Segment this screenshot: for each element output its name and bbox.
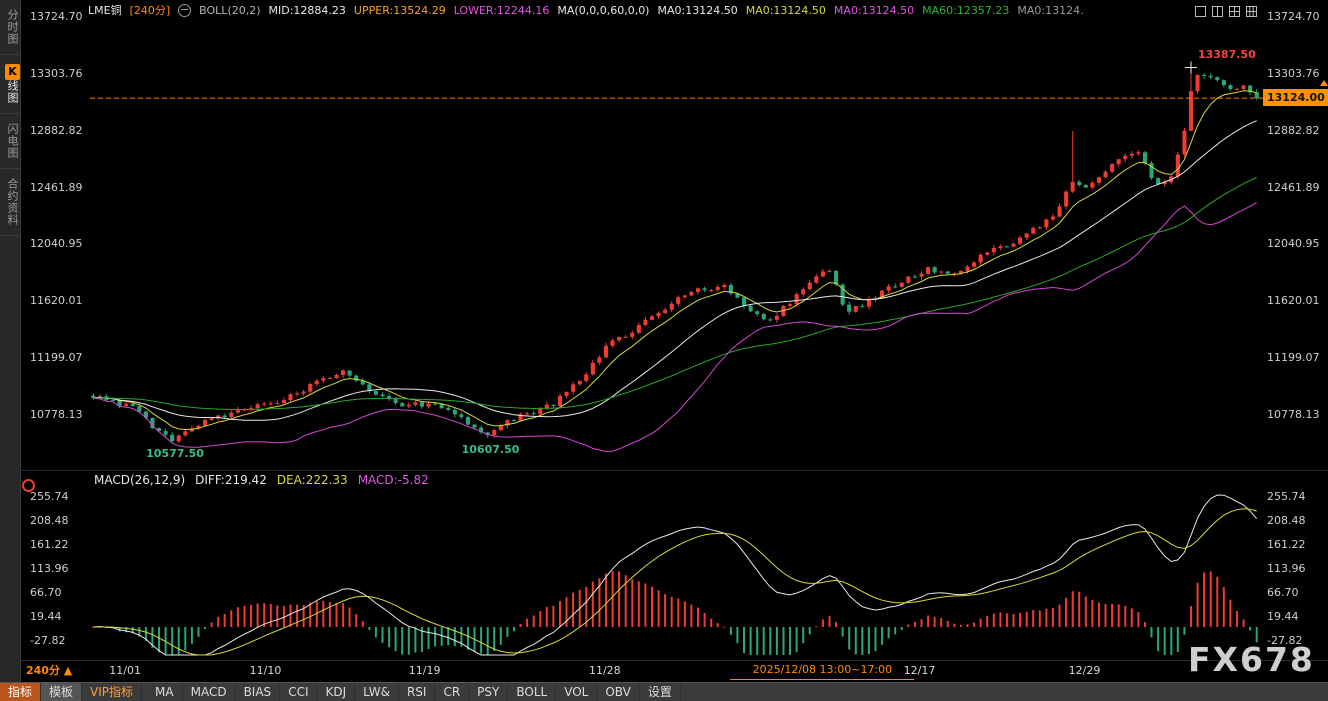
bottom-toolbar: 指标 模板 VIP指标 MA MACD BIAS CCI KDJ LW& RSI CR PSY BOLL… bbox=[0, 682, 1328, 701]
indicator-button-kdj[interactable]: KDJ bbox=[317, 683, 356, 701]
latest-arrow-icon[interactable] bbox=[1320, 80, 1328, 87]
overlay-ma60-green bbox=[93, 177, 1257, 410]
toolbar-tab-模板[interactable]: 模板 bbox=[41, 683, 83, 701]
toolbar-tab-VIP指标[interactable]: VIP指标 bbox=[82, 683, 143, 701]
macd-header: MACD(26,12,9) DIFF:219.42 DEA:222.33 MAC… bbox=[94, 473, 429, 487]
layout-split2-icon[interactable] bbox=[1211, 3, 1224, 17]
active-key-badge: K bbox=[5, 64, 20, 80]
boll-lower-value: LOWER:12244.16 bbox=[453, 3, 550, 17]
layout-single-icon[interactable] bbox=[1194, 3, 1207, 17]
boll-label: BOLL(20,2) bbox=[199, 3, 261, 17]
indicator-button-psy[interactable]: PSY bbox=[469, 683, 509, 701]
indicator-button-cci[interactable]: CCI bbox=[280, 683, 318, 701]
ma-value-5: MA0:13124. bbox=[1017, 3, 1084, 17]
indicator-target-icon[interactable] bbox=[22, 479, 35, 492]
ma-value-1: MA0:13124.50 bbox=[657, 3, 738, 17]
ma-value-4: MA60:12357.23 bbox=[922, 3, 1010, 17]
sidebar-item-4[interactable]: 合约资料 bbox=[0, 169, 20, 236]
toolbar-tab-指标[interactable]: 指标 bbox=[0, 683, 42, 701]
indicator-button-boll[interactable]: BOLL bbox=[508, 683, 557, 701]
period-selector[interactable]: 240分 ▲ bbox=[26, 664, 73, 677]
macd-dea-line bbox=[93, 508, 1257, 656]
ma-values: MA0:13124.50 MA0:13124.50 MA0:13124.50 MA60… bbox=[657, 4, 1083, 17]
watermark: FX678 bbox=[1188, 640, 1315, 679]
sidebar-item-3[interactable]: 闪电图 bbox=[0, 114, 20, 169]
settings-button[interactable]: 设置 bbox=[640, 683, 681, 701]
indicator-button-ma[interactable]: MA bbox=[147, 683, 183, 701]
compare-icon[interactable] bbox=[178, 3, 192, 17]
low-price-annotation-2: 10607.50 bbox=[461, 443, 520, 457]
boll-upper-value: UPPER:13524.29 bbox=[353, 3, 446, 17]
boll-mid-value: MID:12884.23 bbox=[268, 3, 346, 17]
chart-header: LME铜 [240分] BOLL(20,2) MID:12884.23 UPPE… bbox=[88, 0, 1084, 20]
selected-time-range: 2025/12/08 13:00~17:00 bbox=[730, 663, 915, 680]
indicator-button-macd[interactable]: MACD bbox=[183, 683, 236, 701]
layout-grid6-icon[interactable] bbox=[1245, 3, 1258, 17]
ma-group-label: MA(0,0,0,60,0,0) bbox=[557, 3, 650, 17]
chart-type-sidebar: 分时图 K线图 闪电图 合约资料 bbox=[0, 0, 21, 683]
macd-macd-value: MACD:-5.82 bbox=[357, 473, 429, 487]
overlay-ma-fast-yellow bbox=[93, 90, 1257, 431]
symbol-name: LME铜 bbox=[88, 4, 122, 17]
ma-value-2: MA0:13124.50 bbox=[745, 3, 826, 17]
macd-histogram bbox=[92, 571, 1258, 655]
candles bbox=[91, 62, 1259, 443]
indicator-button-vol[interactable]: VOL bbox=[556, 683, 598, 701]
indicator-button-obv[interactable]: OBV bbox=[597, 683, 640, 701]
indicator-button-cr[interactable]: CR bbox=[435, 683, 470, 701]
ma-value-3: MA0:13124.50 bbox=[833, 3, 915, 17]
last-price-tag: 13124.00 bbox=[1263, 89, 1328, 107]
macd-dea-value: DEA:222.33 bbox=[276, 473, 348, 487]
macd-diff-line bbox=[93, 494, 1258, 656]
axis-divider bbox=[20, 660, 1328, 661]
high-price-annotation: 13387.50 bbox=[1197, 47, 1256, 61]
macd-params-label: MACD(26,12,9) bbox=[94, 473, 186, 487]
indicator-button-bias[interactable]: BIAS bbox=[236, 683, 281, 701]
period-label[interactable]: [240分] bbox=[129, 4, 171, 17]
sidebar-item-2[interactable]: K线图 bbox=[0, 55, 20, 114]
sidebar-item-1[interactable]: 分时图 bbox=[0, 0, 20, 55]
overlay-boll-lower-magenta bbox=[93, 202, 1257, 453]
overlay-boll-mid-white bbox=[93, 120, 1257, 421]
indicator-button-rsi[interactable]: RSI bbox=[399, 683, 436, 701]
layout-icon-group bbox=[1194, 3, 1258, 17]
macd-diff-value: DIFF:219.42 bbox=[195, 473, 267, 487]
pane-divider bbox=[20, 470, 1328, 471]
low-price-annotation-1: 10577.50 bbox=[146, 447, 204, 461]
layout-grid4-icon[interactable] bbox=[1228, 3, 1241, 17]
crosshair-high-marker bbox=[1184, 61, 1197, 74]
indicator-button-lw&[interactable]: LW& bbox=[355, 683, 399, 701]
